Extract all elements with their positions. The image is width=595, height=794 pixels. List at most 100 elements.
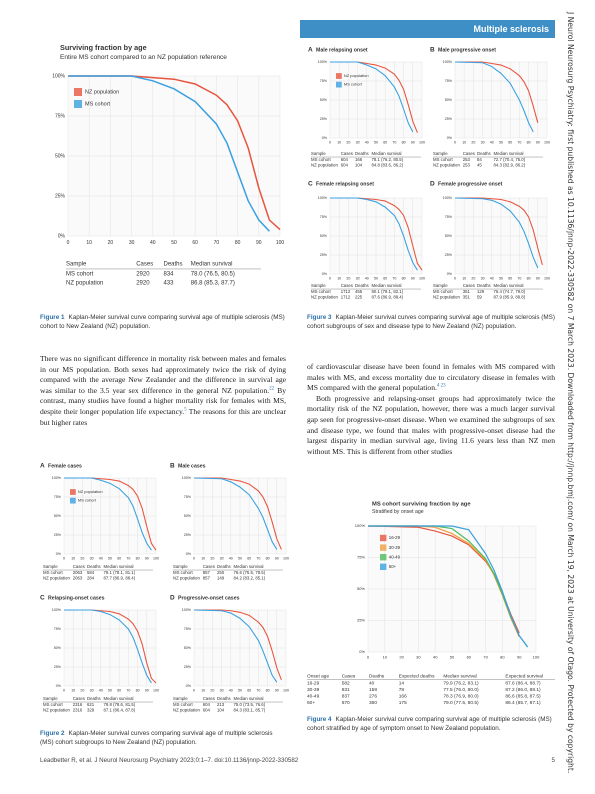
y-tick-label: 50% (445, 234, 453, 238)
y-tick-label: 75% (445, 215, 453, 219)
panel-label: C (308, 181, 313, 188)
x-tick-label: 100 (153, 689, 159, 693)
panel-label: D (430, 181, 435, 188)
x-tick-label: 20 (399, 654, 404, 659)
x-tick-label: 40 (99, 557, 103, 561)
y-tick-label: 0% (186, 684, 192, 688)
table-cell: 76.4 (74.7, 79.0) (494, 289, 526, 294)
table-cell: NZ population (43, 576, 70, 581)
x-tick-label: 50 (171, 240, 177, 246)
x-tick-label: 50 (450, 654, 455, 659)
x-tick-label: 10 (71, 557, 75, 561)
caption-text: Kaplan-Meier survival curves comparing s… (40, 730, 273, 746)
survival-curve (454, 197, 539, 269)
x-tick-label: 40 (433, 654, 438, 659)
table-header: Median survival (234, 564, 264, 569)
table-header: Sample (43, 696, 58, 701)
table-cell: MS cohort (173, 702, 193, 707)
table-cell: 2063 (73, 576, 83, 581)
x-tick-label: 50 (499, 277, 503, 281)
y-tick-label: 75% (184, 495, 192, 499)
caption: Figure 4 Kaplan-Meier survival curve comp… (307, 716, 555, 733)
caption-text: Kaplan-Meier survival curves comparing s… (307, 314, 555, 330)
table-cell: 84.8 (83.6, 86.2) (372, 163, 404, 168)
y-tick-label: 0% (186, 552, 192, 556)
table-header: Sample (173, 564, 188, 569)
table-header: Cases (463, 151, 475, 156)
x-tick-label: 10 (383, 654, 388, 659)
x-tick-label: 50 (238, 557, 242, 561)
legend-label: MS cohort (85, 101, 111, 107)
x-tick-label: 30 (220, 689, 224, 693)
legend-swatch (380, 534, 387, 542)
table-cell: MS cohort (43, 702, 63, 707)
y-tick-label: 0% (322, 272, 328, 276)
table-cell: 670 (342, 700, 350, 706)
table-cell: 166 (355, 157, 363, 162)
table-cell: 129 (477, 289, 485, 294)
y-tick-label: 100% (318, 60, 328, 64)
x-tick-label: 80 (235, 240, 241, 246)
legend-swatch (336, 73, 342, 79)
y-tick-label: 0% (58, 233, 66, 239)
x-tick-label: 70 (392, 277, 396, 281)
y-tick-label: 100% (318, 196, 328, 200)
table-cell: 84.2 (83.2, 85.1) (234, 576, 266, 581)
chart-title: Male relapsing onset (316, 47, 368, 53)
x-tick-label: 40 (490, 141, 494, 145)
chart-subtitle: Stratified by onset age (372, 509, 424, 515)
x-tick-label: 0 (454, 141, 456, 145)
chart-title: Surviving fraction by age (60, 43, 147, 52)
legend-label: NZ population (85, 89, 119, 95)
x-tick-label: 20 (346, 277, 350, 281)
x-tick-label: 30 (220, 557, 224, 561)
table-cell: 72.7 (70.4, 75.0) (494, 157, 526, 162)
table-cell: 837 (342, 693, 350, 699)
table-cell: 84.3 (82.9, 86.2) (494, 163, 526, 168)
table-cell: 84 (477, 157, 482, 162)
x-tick-label: 60 (117, 557, 121, 561)
x-tick-label: 70 (126, 557, 130, 561)
y-tick-label: 50% (184, 646, 192, 650)
table-cell: 621 (87, 702, 95, 707)
caption-label: Figure 3 (307, 314, 332, 321)
y-tick-label: 25% (445, 117, 453, 121)
chart-title: Female cases (48, 463, 82, 469)
legend-label: MS cohort (344, 82, 363, 87)
x-tick-label: 60 (383, 277, 387, 281)
table-header: Median survival (372, 283, 402, 288)
body-text: of cardiovascular disease have been foun… (307, 362, 555, 457)
x-tick-label: 100 (419, 141, 425, 145)
survival-curve (330, 197, 423, 271)
x-tick-label: 100 (533, 654, 540, 659)
table-cell: 50+ (307, 700, 315, 706)
x-tick-label: 60 (247, 689, 251, 693)
table-cell: 831 (342, 687, 350, 693)
x-tick-label: 60 (383, 141, 387, 145)
caption-text: Kaplan-Meier survival curve comparing su… (40, 314, 285, 330)
chart-title: Female progressive onset (438, 181, 503, 187)
x-tick-label: 0 (193, 689, 195, 693)
table-cell: 86.8 (85.3, 87.7) (191, 280, 235, 286)
survival-curve (454, 61, 534, 133)
table-header: Median survival (234, 696, 264, 701)
table-cell: 40-49 (307, 693, 320, 699)
x-tick-label: 70 (517, 141, 521, 145)
side-note: J Neurol Neurosurg Psychiatry: first pub… (566, 12, 575, 774)
table-header: Deaths (477, 283, 491, 288)
x-tick-label: 90 (145, 557, 149, 561)
caption: Figure 2 Kaplan-Meier survival curves com… (40, 730, 285, 747)
y-tick-label: 25% (445, 253, 453, 257)
table-cell: NZ population (311, 163, 338, 168)
legend-swatch (74, 88, 82, 96)
x-tick-label: 70 (256, 557, 260, 561)
survival-curve (193, 477, 278, 550)
table-cell: MS cohort (66, 271, 94, 277)
table-cell: 166 (399, 693, 407, 699)
x-tick-label: 0 (63, 689, 65, 693)
x-tick-label: 20 (210, 689, 214, 693)
panel-label: B (430, 47, 435, 54)
x-tick-label: 90 (536, 277, 540, 281)
x-tick-label: 10 (201, 689, 205, 693)
legend-swatch (74, 100, 82, 108)
